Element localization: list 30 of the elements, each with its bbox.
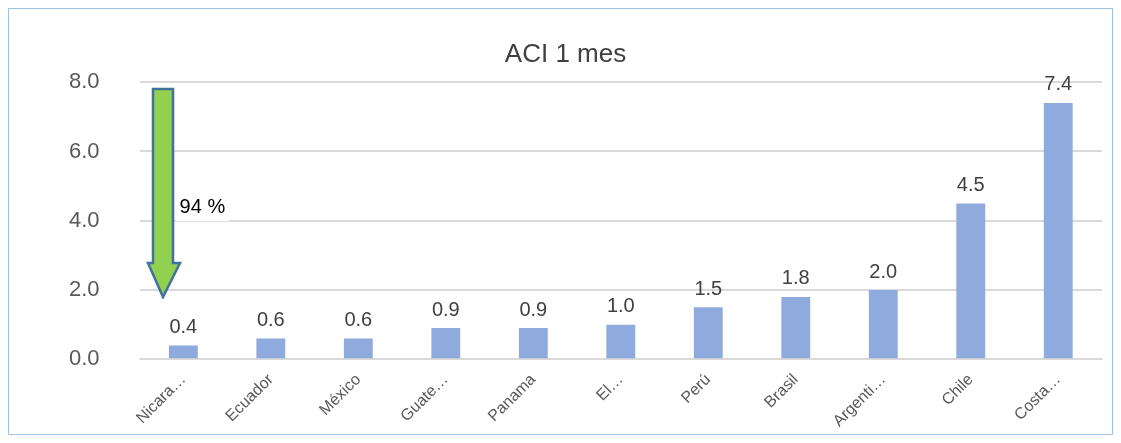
- data-label: 0.6: [256, 308, 285, 330]
- data-label: 0.6: [344, 308, 373, 330]
- data-label: 1.8: [781, 266, 810, 289]
- y-tick-label: 6.0: [68, 137, 100, 163]
- y-tick-label: 4.0: [68, 206, 100, 232]
- data-label: 0.4: [169, 314, 198, 337]
- y-tick-label: 8.0: [68, 68, 100, 94]
- bar: [431, 328, 461, 359]
- data-label: 7.4: [1044, 72, 1073, 95]
- bar: [693, 307, 723, 359]
- data-label: 2.0: [869, 259, 898, 282]
- bar: [956, 203, 986, 359]
- bar: [256, 338, 286, 359]
- bar: [781, 296, 811, 359]
- data-label: 4.5: [956, 172, 985, 195]
- y-tick-label: 0.0: [68, 345, 100, 371]
- bar: [868, 290, 898, 359]
- bar: [606, 324, 636, 359]
- data-label: 1.5: [694, 276, 723, 299]
- bar: [343, 338, 373, 359]
- data-label: 0.9: [519, 297, 548, 320]
- data-label: 0.9: [431, 297, 460, 320]
- bar: [518, 328, 548, 359]
- bar: [168, 345, 198, 359]
- chart-title: ACI 1 mes: [504, 37, 627, 68]
- annotation: 94 %: [179, 194, 226, 217]
- x-tick-label: El…: [592, 370, 627, 404]
- bar: [1043, 102, 1073, 359]
- data-label: 1.0: [606, 294, 635, 317]
- y-tick-label: 2.0: [68, 276, 100, 302]
